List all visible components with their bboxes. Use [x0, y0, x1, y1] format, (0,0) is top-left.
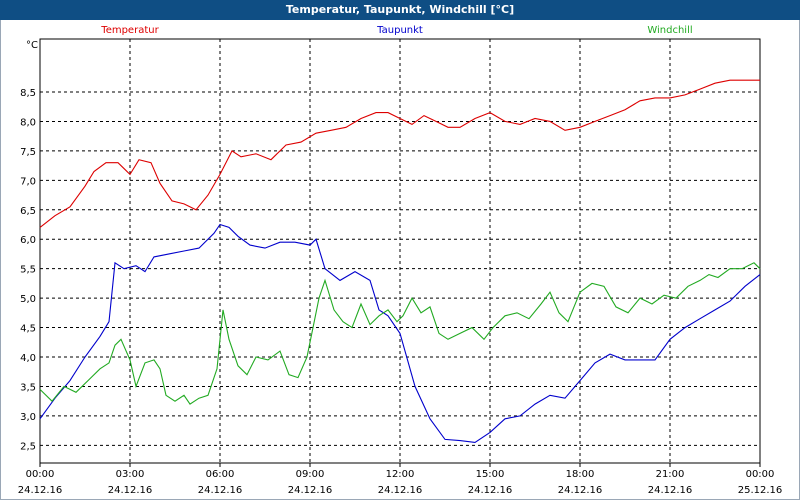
x-tick-date-label: 24.12.16: [378, 485, 423, 496]
x-tick-time-label: 00:00: [26, 469, 55, 480]
legend-entry-taupunkt: Taupunkt: [376, 25, 423, 36]
y-tick-label: 5,5: [20, 265, 36, 276]
x-tick-time-label: 06:00: [206, 469, 235, 480]
series-line-taupunkt: [39, 223, 761, 443]
x-tick-time-label: 18:00: [566, 469, 595, 480]
y-axis: 2,5 3,0 3,5 4,0 4,5 5,0 5,5 6,0 6,5 7,0 7,5 8,0 8,5: [20, 88, 36, 452]
x-tick-time-label: 12:00: [386, 469, 415, 480]
x-tick-time-label: 21:00: [656, 469, 685, 480]
x-tick-time-label: 03:00: [116, 469, 145, 480]
y-tick-label: 2,5: [20, 441, 36, 452]
x-tick-date-label: 25.12.16: [738, 485, 783, 496]
x-tick-date-label: 24.12.16: [288, 485, 333, 496]
y-axis-unit-label: °C: [26, 40, 38, 51]
y-tick-label: 4,0: [20, 353, 36, 364]
legend-entry-windchill: Windchill: [647, 25, 692, 36]
y-tick-label: 8,5: [20, 88, 36, 99]
x-tick-date-label: 24.12.16: [108, 485, 153, 496]
y-tick-label: 4,5: [20, 324, 36, 335]
y-tick-label: 6,0: [20, 235, 36, 246]
series-line-temperatur: [39, 79, 760, 228]
y-tick-label: 8,0: [20, 117, 36, 128]
y-tick-label: 7,5: [20, 147, 36, 158]
y-tick-label: 7,0: [20, 176, 36, 187]
chart-grid: [40, 39, 760, 463]
series-line-windchill: [39, 262, 761, 405]
x-tick-date-label: 24.12.16: [198, 485, 243, 496]
y-tick-label: 5,0: [20, 294, 36, 305]
x-tick-date-label: 24.12.16: [468, 485, 513, 496]
x-tick-date-label: 24.12.16: [18, 485, 63, 496]
x-tick-time-label: 09:00: [296, 469, 325, 480]
legend-entry-temperatur: Temperatur: [100, 25, 159, 36]
chart-series: [39, 79, 761, 443]
x-tick-time-label: 00:00: [746, 469, 775, 480]
y-tick-label: 3,5: [20, 382, 36, 393]
window-title: Temperatur, Taupunkt, Windchill [°C]: [0, 0, 800, 20]
x-tick-time-label: 15:00: [476, 469, 505, 480]
y-tick-label: 3,0: [20, 412, 36, 423]
x-tick-date-label: 24.12.16: [648, 485, 693, 496]
chart-legend: Temperatur Taupunkt Windchill: [100, 25, 692, 36]
y-tick-label: 6,5: [20, 206, 36, 217]
x-tick-date-label: 24.12.16: [558, 485, 603, 496]
x-axis: 00:00 24.12.16 03:00 24.12.16 06:00 24.12.16 0…: [18, 463, 783, 496]
